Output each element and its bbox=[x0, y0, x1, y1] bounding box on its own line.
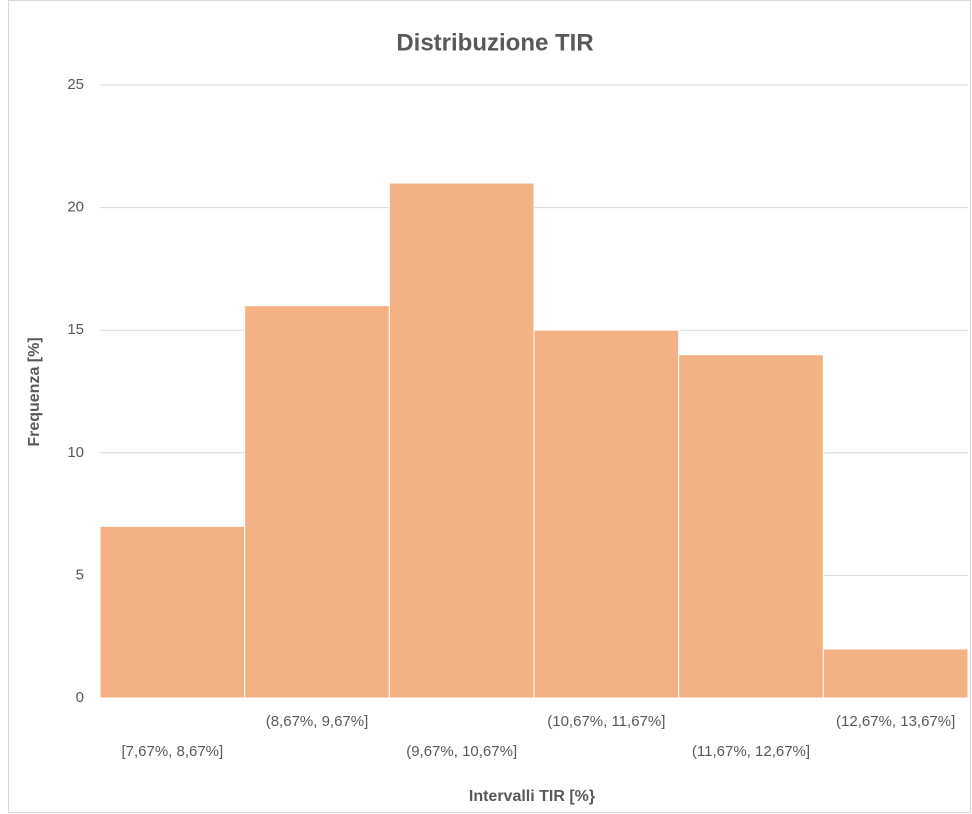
y-tick-label: 15 bbox=[67, 321, 84, 338]
x-tick-label: (10,67%, 11,67%] bbox=[547, 713, 665, 730]
x-tick-label: [7,67%, 8,67%] bbox=[121, 743, 223, 760]
chart-title: Distribuzione TIR bbox=[396, 29, 593, 56]
bar bbox=[533, 329, 680, 699]
x-tick-label: (8,67%, 9,67%] bbox=[266, 713, 369, 730]
y-tick-label: 20 bbox=[67, 199, 84, 216]
y-tick-label: 25 bbox=[67, 76, 84, 93]
y-tick-label: 0 bbox=[76, 689, 84, 706]
y-tick-label: 5 bbox=[76, 566, 84, 583]
chart-border bbox=[8, 0, 971, 813]
y-tick-label: 10 bbox=[67, 444, 84, 461]
x-tick-label: (12,67%, 13,67%] bbox=[836, 713, 955, 730]
bar bbox=[99, 525, 246, 699]
x-axis-title: Intervalli TIR [%} bbox=[469, 788, 595, 805]
x-tick-label: (9,67%, 10,67%] bbox=[406, 743, 517, 760]
y-axis-title: Frequenza [%] bbox=[26, 337, 43, 446]
x-tick-label: (11,67%, 12,67%] bbox=[692, 743, 810, 760]
bar bbox=[822, 648, 969, 699]
bar bbox=[388, 182, 535, 699]
bar bbox=[244, 305, 390, 699]
bar bbox=[678, 354, 824, 699]
